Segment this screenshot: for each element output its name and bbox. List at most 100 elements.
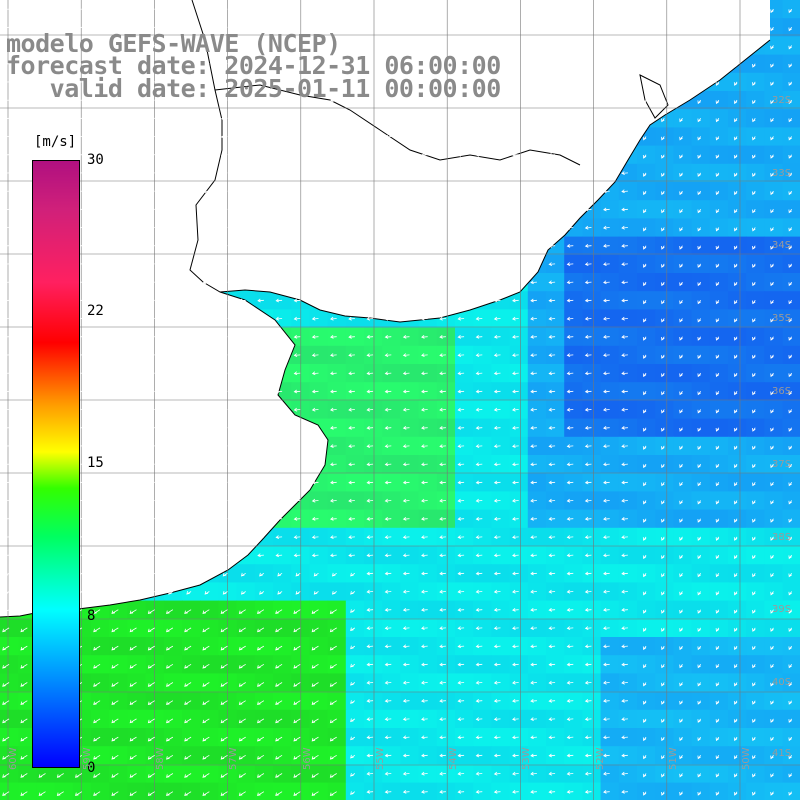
wind-arrow: [512, 698, 519, 703]
wind-arrow: [603, 771, 610, 776]
wind-arrow: [697, 190, 702, 196]
wind-arrow: [20, 791, 28, 797]
field-cell: [327, 327, 347, 347]
wind-arrow: [293, 736, 301, 742]
wind-arrow: [402, 189, 410, 194]
wind-arrow: [530, 225, 537, 230]
wind-arrow: [2, 316, 10, 321]
wind-arrow: [402, 98, 410, 103]
wind-arrow: [129, 316, 137, 321]
wind-arrow: [788, 245, 793, 250]
field-cell: [691, 546, 711, 565]
wind-arrow: [202, 171, 210, 175]
field-cell: [473, 455, 492, 474]
wind-arrow: [402, 480, 410, 485]
field-cell: [309, 728, 329, 747]
wind-arrow: [715, 190, 720, 196]
field-cell: [309, 691, 329, 711]
wind-arrow: [679, 209, 683, 214]
field-cell: [764, 127, 784, 147]
wind-arrow: [384, 98, 392, 103]
wind-arrow: [603, 116, 610, 121]
field-cell: [746, 564, 765, 583]
field-cell: [400, 509, 420, 529]
field-cell: [600, 673, 620, 693]
wind-arrow: [548, 771, 556, 776]
field-cell: [418, 709, 438, 729]
wind-arrow: [697, 318, 702, 323]
wind-arrow: [733, 391, 738, 396]
wind-arrow: [421, 717, 428, 721]
wind-arrow: [697, 27, 702, 32]
field-cell: [309, 327, 329, 347]
field-cell: [728, 218, 747, 238]
wind-arrow: [603, 7, 610, 12]
field-cell: [691, 309, 711, 329]
wind-arrow: [239, 353, 246, 357]
wind-arrow: [148, 116, 155, 121]
wind-arrow: [330, 535, 337, 539]
wind-arrow: [788, 645, 793, 651]
wind-arrow: [75, 7, 82, 12]
wind-arrow: [111, 553, 119, 558]
field-cell: [400, 709, 420, 729]
wind-arrow: [679, 172, 683, 177]
wind-arrow: [20, 663, 28, 669]
field-cell: [382, 782, 401, 800]
field-cell: [637, 364, 656, 383]
field-cell: [418, 637, 438, 656]
wind-arrow: [148, 243, 155, 248]
field-cell: [491, 473, 511, 492]
field-cell: [236, 709, 256, 729]
field-cell: [491, 564, 511, 583]
field-cell: [436, 364, 456, 383]
field-cell: [600, 764, 620, 784]
wind-arrow: [512, 371, 519, 376]
wind-arrow: [20, 243, 28, 248]
field-cell: [637, 345, 656, 365]
field-cell: [709, 109, 729, 128]
wind-arrow: [566, 225, 574, 230]
wind-arrow: [715, 27, 720, 32]
field-cell: [637, 236, 656, 256]
wind-arrow: [788, 427, 793, 432]
field-cell: [764, 163, 784, 183]
wind-arrow: [166, 25, 173, 30]
field-cell: [691, 709, 711, 729]
wind-arrow: [148, 43, 155, 48]
field-cell: [618, 564, 638, 583]
field-cell: [309, 527, 329, 547]
wind-arrow: [384, 207, 392, 212]
wind-arrow: [697, 300, 702, 305]
field-cell: [691, 345, 711, 365]
wind-arrow: [129, 498, 137, 503]
wind-arrow: [512, 116, 519, 121]
field-cell: [746, 400, 765, 420]
wind-arrow: [402, 553, 410, 558]
field-cell: [582, 618, 602, 638]
wind-arrow: [93, 754, 101, 760]
wind-arrow: [2, 627, 10, 633]
wind-arrow: [277, 572, 283, 577]
field-cell: [728, 527, 747, 547]
wind-arrow: [475, 462, 483, 467]
wind-arrow: [329, 791, 337, 797]
field-cell: [691, 782, 711, 800]
wind-arrow: [93, 444, 101, 448]
wind-arrow: [384, 152, 392, 157]
wind-arrow: [275, 207, 283, 212]
wind-arrow: [584, 553, 592, 558]
field-cell: [618, 218, 638, 238]
wind-arrow: [584, 535, 592, 539]
wind-arrow: [220, 498, 228, 503]
wind-arrow: [38, 791, 46, 797]
field-cell: [655, 200, 674, 219]
field-cell: [655, 491, 674, 511]
field-cell: [436, 764, 456, 784]
wind-arrow: [329, 663, 337, 669]
field-cell: [273, 637, 292, 656]
wind-arrow: [311, 207, 319, 212]
wind-arrow: [642, 281, 647, 287]
wind-arrow: [530, 553, 537, 558]
field-cell: [527, 291, 547, 310]
